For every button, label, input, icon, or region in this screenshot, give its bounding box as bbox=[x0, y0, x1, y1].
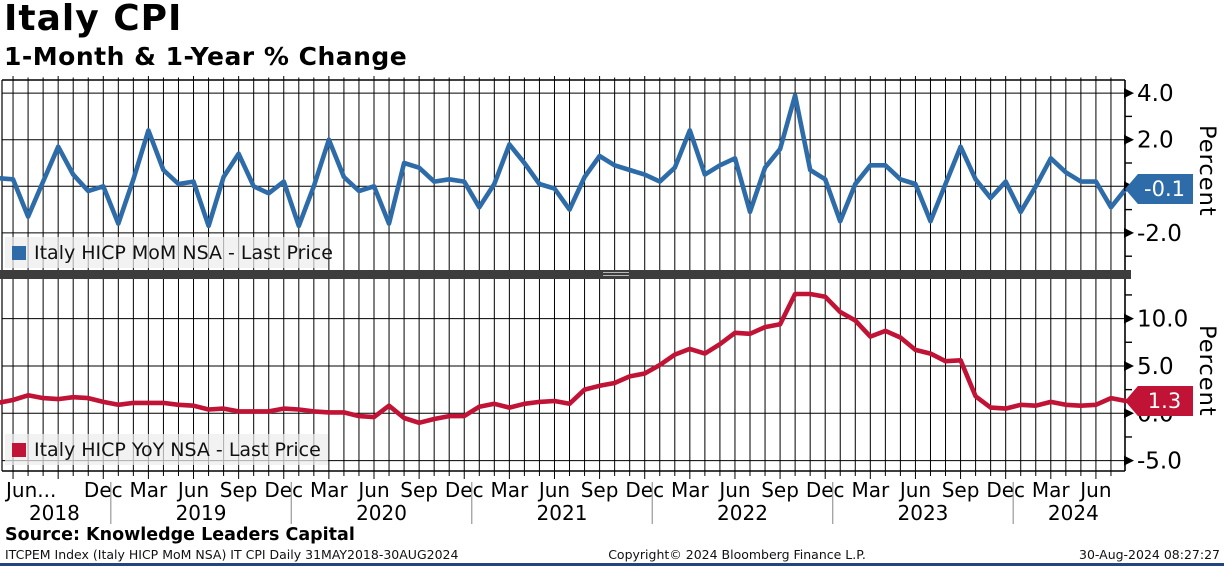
y-tick-label: 10.0 bbox=[1137, 307, 1188, 333]
x-tick-label: Sep bbox=[942, 478, 980, 502]
bottom-axis-title: Percent bbox=[1194, 325, 1220, 417]
splitter-grip-icon[interactable] bbox=[603, 272, 629, 276]
axis-arrow-icon bbox=[1124, 313, 1134, 324]
x-tick-label: Jun bbox=[1078, 478, 1111, 502]
footer-timestamp: 30-Aug-2024 08:27:27 bbox=[1079, 547, 1220, 562]
mom-line bbox=[0, 93, 1129, 229]
y-tick-label: -5.0 bbox=[1137, 449, 1182, 475]
x-tick-label: Jun bbox=[176, 478, 209, 502]
x-tick-label: Dec bbox=[445, 478, 484, 502]
year-label: 2019 bbox=[176, 501, 227, 525]
yoy-line bbox=[0, 291, 1129, 426]
legend-yoy[interactable]: Italy HICP YoY NSA - Last Price bbox=[5, 434, 328, 465]
axis-arrow-icon bbox=[1124, 408, 1134, 419]
x-tick-label: Jun bbox=[717, 478, 750, 502]
axis-arrow-icon bbox=[1124, 88, 1134, 99]
x-tick-label: Jun... bbox=[4, 478, 56, 502]
legend-mom-label: Italy HICP MoM NSA - Last Price bbox=[34, 241, 333, 264]
x-tick-label: Mar bbox=[310, 478, 349, 502]
top-axis-title: Percent bbox=[1194, 125, 1220, 217]
x-tick-label: Sep bbox=[220, 478, 258, 502]
mom-last-price-badge: -0.1 bbox=[1125, 174, 1193, 204]
axis-arrow-icon bbox=[1124, 360, 1134, 371]
x-tick-label: Mar bbox=[490, 478, 529, 502]
x-tick-label: Sep bbox=[761, 478, 799, 502]
year-label: 2020 bbox=[356, 501, 407, 525]
x-tick-label: Jun bbox=[356, 478, 389, 502]
footer-copyright: Copyright© 2024 Bloomberg Finance L.P. bbox=[608, 547, 866, 562]
axis-arrow-icon bbox=[1124, 455, 1134, 466]
x-tick-label: Dec bbox=[84, 478, 123, 502]
footer-ticker-info: ITCPEM Index (Italy HICP MoM NSA) IT CPI… bbox=[5, 547, 459, 562]
x-tick-label: Dec bbox=[625, 478, 664, 502]
axis-arrow-icon bbox=[1124, 227, 1134, 238]
year-label: 2024 bbox=[1048, 501, 1099, 525]
legend-mom[interactable]: Italy HICP MoM NSA - Last Price bbox=[5, 237, 333, 268]
x-tick-label: Mar bbox=[1032, 478, 1071, 502]
x-tick-label: Sep bbox=[400, 478, 438, 502]
year-label: 2023 bbox=[898, 501, 949, 525]
yoy-last-price-badge: 1.3 bbox=[1125, 386, 1193, 416]
y-tick-label: 2.0 bbox=[1137, 128, 1174, 154]
x-tick-label: Dec bbox=[806, 478, 845, 502]
page-title: Italy CPI bbox=[4, 0, 183, 39]
x-tick-label: Sep bbox=[581, 478, 619, 502]
axis-arrow-icon bbox=[1124, 134, 1134, 145]
x-tick-label: Dec bbox=[986, 478, 1025, 502]
year-label: 2022 bbox=[717, 501, 768, 525]
x-tick-label: Dec bbox=[264, 478, 303, 502]
footer-bar: ITCPEM Index (Italy HICP MoM NSA) IT CPI… bbox=[0, 547, 1224, 562]
x-tick-label: Jun bbox=[537, 478, 570, 502]
mom-series-swatch-icon bbox=[12, 245, 26, 260]
x-tick-label: Mar bbox=[130, 478, 169, 502]
legend-yoy-label: Italy HICP YoY NSA - Last Price bbox=[34, 438, 321, 461]
source-line: Source: Knowledge Leaders Capital bbox=[5, 525, 355, 545]
x-tick-label: Mar bbox=[671, 478, 710, 502]
panel-splitter[interactable] bbox=[0, 270, 1131, 279]
yoy-series-swatch-icon bbox=[12, 442, 26, 457]
y-tick-label: 4.0 bbox=[1137, 81, 1174, 107]
x-tick-label: Mar bbox=[851, 478, 890, 502]
year-label: 2021 bbox=[537, 501, 588, 525]
y-tick-label: -2.0 bbox=[1137, 221, 1182, 247]
year-label: 2018 bbox=[29, 501, 80, 525]
y-tick-label: 5.0 bbox=[1137, 354, 1174, 380]
page-subtitle: 1-Month & 1-Year % Change bbox=[4, 42, 408, 71]
x-tick-label: Jun bbox=[898, 478, 931, 502]
bottom-edge-bar bbox=[0, 563, 1224, 566]
